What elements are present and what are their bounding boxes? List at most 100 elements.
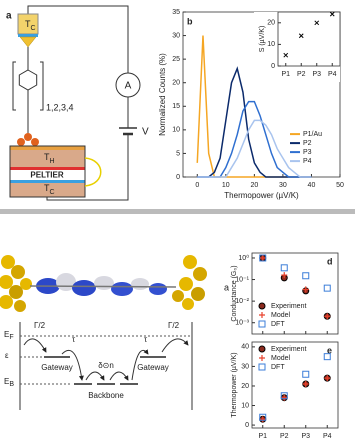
molecule-image — [0, 252, 210, 314]
legend-label: Model — [271, 355, 291, 362]
marker — [259, 416, 266, 423]
arrow — [131, 349, 149, 381]
gold-atom — [11, 265, 25, 279]
anchor-atom — [17, 138, 25, 146]
y-tick-label: 10⁻³ — [235, 320, 249, 327]
transport-diagram: a EF ε EB Γ/2 τ δ⊙n τ Γ/2 Gateway Backbo… — [4, 282, 229, 410]
cold-label-sub: C — [50, 189, 55, 196]
gold-atom — [20, 278, 32, 290]
plot-frame — [251, 252, 339, 335]
legend-label: DFT — [271, 321, 285, 328]
level-text: E — [4, 377, 9, 386]
level-label: EF — [4, 330, 14, 341]
cold-label: TC — [44, 183, 55, 195]
y-tick-label: 30 — [241, 363, 249, 370]
y-tick-label: 10 — [241, 402, 249, 409]
anchor-atom — [24, 133, 32, 141]
y-tick-label: 5 — [176, 150, 180, 157]
panel-label: a — [224, 282, 229, 292]
arrow — [23, 338, 47, 353]
gold-atom — [193, 267, 207, 281]
wire — [27, 5, 129, 201]
level-label: EB — [4, 377, 14, 388]
x-tick-label: P4 — [323, 433, 332, 440]
y-tick-label: 20 — [267, 20, 275, 27]
anchor-atom — [31, 138, 39, 146]
y-tick-label: 15 — [172, 103, 180, 110]
marker — [314, 20, 320, 26]
marker — [280, 392, 288, 400]
y-tick-label: 25 — [172, 56, 180, 63]
thermal-link — [84, 157, 102, 187]
marker — [259, 355, 265, 361]
orbital — [72, 280, 96, 296]
panel-label: b — [187, 16, 193, 26]
rate-label: Γ/2 — [168, 321, 180, 330]
bracket — [12, 61, 44, 111]
orbital — [131, 278, 149, 290]
gold-atom — [179, 277, 193, 291]
legend-label: P1/Au — [303, 131, 322, 138]
stack-frame — [9, 145, 86, 198]
x-tick-label: 30 — [279, 182, 287, 189]
tip-label: TC — [25, 19, 36, 31]
legend-label: Model — [271, 312, 291, 319]
site-label: Gateway — [137, 363, 169, 372]
gold-layer — [10, 146, 85, 150]
marker — [258, 363, 266, 371]
tip-band — [18, 34, 38, 37]
y-tick-label: 0 — [245, 422, 249, 429]
x-tick-label: 40 — [308, 182, 316, 189]
x-tick-label: 10 — [222, 182, 230, 189]
x-tick-label: P1 — [258, 433, 267, 440]
site-label: Backbone — [88, 391, 124, 400]
inset-background — [254, 12, 340, 82]
marker — [324, 313, 331, 320]
ammeter-label: A — [125, 81, 132, 92]
marker — [280, 264, 288, 272]
y-tick-label: 10 — [172, 127, 180, 134]
cold-plate — [10, 180, 85, 183]
tip-label-sub: C — [31, 25, 36, 32]
y-tick-label: 10⁰ — [238, 254, 249, 262]
orbital — [94, 276, 114, 290]
hot-label-text: T — [44, 152, 50, 162]
marker — [302, 286, 309, 293]
marker — [281, 394, 288, 401]
site-label: Gateway — [41, 363, 73, 372]
marker — [258, 302, 266, 310]
battery-label: V — [142, 127, 149, 138]
marker — [298, 33, 304, 39]
series-line — [197, 119, 312, 178]
gold-atom — [182, 298, 194, 310]
marker — [259, 254, 267, 262]
hot-label-sub: H — [50, 158, 55, 165]
marker — [259, 413, 267, 421]
x-tick-label: P1 — [281, 71, 290, 78]
marker — [323, 284, 331, 292]
x-axis-label: Thermopower (µV/K) — [224, 191, 299, 200]
x-tick-label: 0 — [195, 182, 199, 189]
marker — [258, 345, 266, 353]
level-sub: B — [9, 381, 14, 388]
x-tick-label: 20 — [250, 182, 258, 189]
gold-atom — [0, 275, 13, 289]
y-axis-label: Conductance (G₀) — [231, 265, 238, 321]
y-tick-label: 35 — [172, 9, 180, 16]
marker — [259, 312, 265, 318]
y-tick-label: 0 — [176, 174, 180, 181]
marker — [302, 272, 310, 280]
marker — [259, 254, 266, 261]
y-tick-label: 40 — [241, 344, 249, 351]
level-sub: F — [9, 334, 13, 341]
y-tick-label: 10⁻¹ — [235, 276, 249, 283]
legend-label: P3 — [303, 149, 312, 156]
peltier — [10, 170, 85, 180]
ammeter — [115, 72, 141, 98]
y-axis-label: Normalized Counts (%) — [158, 53, 167, 136]
orbital — [111, 282, 133, 296]
gold-atom — [172, 290, 184, 302]
arrow — [85, 371, 105, 381]
